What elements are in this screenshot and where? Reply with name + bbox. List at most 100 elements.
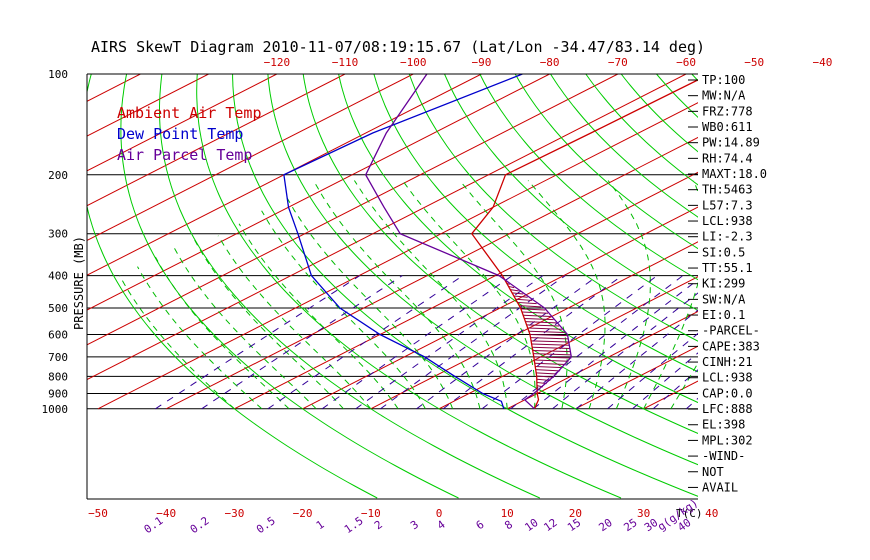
moist-adiabat-line	[670, 362, 698, 410]
moist-adiabat-line	[154, 256, 290, 410]
pressure-tick-label: 1000	[42, 403, 69, 416]
index-label: -WIND-	[702, 449, 745, 463]
index-label: LCL:938	[702, 371, 753, 385]
index-label: NOT	[702, 465, 724, 479]
mixing-ratio-tick-label: 40	[675, 516, 693, 534]
index-label: SW:N/A	[702, 292, 746, 306]
dry-adiabat-line	[585, 74, 698, 186]
index-label: EL:398	[702, 418, 745, 432]
cape-hatch-line	[530, 337, 569, 340]
cape-shading	[506, 282, 572, 391]
cape-hatch-line	[534, 362, 566, 365]
isotherm-line	[438, 276, 698, 410]
bottom-temp-tick-label: −10	[361, 507, 381, 520]
isotherm-line	[87, 74, 209, 137]
isotherm-line	[234, 171, 698, 410]
dry-adiabat-line	[514, 74, 698, 250]
y-axis-label: PRESSURE (MB)	[72, 236, 86, 330]
pressure-tick-label: 100	[48, 68, 68, 81]
isotherm-line	[165, 136, 698, 410]
cape-hatch-line	[531, 340, 569, 343]
mixing-ratio-tick-label: 0.5	[254, 514, 278, 536]
cape-hatch-line	[531, 343, 570, 346]
mixing-ratio-tick-label: 3	[408, 518, 421, 532]
index-label: SI:0.5	[702, 245, 745, 259]
cape-hatch-line	[513, 295, 528, 298]
bottom-temp-tick-label: −40	[156, 507, 176, 520]
mixing-ratio-tick-label: 6	[474, 518, 487, 532]
moist-adiabat-line	[191, 235, 344, 410]
dry-adiabat-line	[159, 74, 541, 499]
dry-adiabat-line	[550, 74, 698, 218]
mixing-ratio-line	[416, 275, 599, 410]
index-label: MPL:302	[702, 433, 753, 447]
cape-hatch-line	[523, 314, 551, 317]
index-label: TP:100	[702, 73, 745, 87]
mixing-ratio-tick-label: 15	[565, 516, 583, 534]
dry-adiabat-line	[196, 74, 622, 499]
cape-hatch-line	[527, 327, 562, 330]
mixing-ratio-tick-label: 12	[541, 516, 559, 534]
cape-hatch-line	[508, 285, 515, 289]
isotherm-line	[506, 310, 698, 410]
isotherm-line	[87, 74, 414, 241]
pressure-tick-label: 500	[48, 302, 68, 315]
mixing-ratio-tick-label: 1	[314, 518, 327, 532]
moist-adiabat-line	[137, 266, 263, 410]
top-temp-tick-label: −50	[744, 56, 764, 69]
isotherm-line	[87, 74, 482, 276]
moist-adiabat-line	[607, 180, 651, 409]
mixing-ratio-tick-label: 8	[502, 518, 515, 532]
isotherm-line	[0, 74, 4, 409]
moist-adiabat-line	[119, 275, 235, 410]
moist-adiabat-line	[459, 180, 568, 409]
mixing-ratio-line	[155, 275, 361, 410]
index-label: TH:5463	[702, 183, 753, 197]
pressure-tick-label: 900	[48, 387, 68, 400]
legend: Ambient Air Temp Dew Point Temp Air Parcel…	[117, 104, 262, 164]
bottom-temp-tick-label: 30	[637, 507, 650, 520]
isotherm-line	[780, 74, 870, 409]
cape-hatch-line	[512, 292, 524, 295]
chart-title: AIRS SkewT Diagram 2010-11-07/08:19:15.6…	[91, 38, 705, 56]
dry-adiabat-line	[267, 74, 698, 466]
pressure-tick-label: 600	[48, 329, 68, 342]
moist-adiabat-line	[353, 180, 508, 409]
mixing-ratio-tick-label: 10	[522, 516, 540, 534]
mixing-ratio-tick-label: 20	[596, 516, 614, 534]
moist-adiabat-line	[261, 210, 426, 410]
cape-hatch-line	[534, 359, 569, 362]
index-label: MW:N/A	[702, 89, 746, 103]
pressure-tick-label: 800	[48, 370, 68, 383]
cape-hatch-line	[528, 330, 565, 333]
mixing-ratio-line	[380, 275, 566, 410]
top-temp-tick-label: −60	[676, 56, 696, 69]
cape-hatch-line	[535, 369, 560, 372]
top-temp-tick-label: −110	[332, 56, 359, 69]
legend-label: Ambient Air Temp	[117, 104, 262, 122]
cape-hatch-line	[525, 321, 557, 324]
mixing-ratio-line	[201, 275, 403, 410]
dry-adiabat-line	[87, 74, 378, 499]
dry-adiabat-line	[302, 74, 698, 435]
mixing-ratio-line	[552, 292, 698, 410]
moist-adiabat-line	[402, 180, 536, 409]
cape-hatch-line	[522, 311, 549, 314]
profile-lines	[283, 74, 698, 410]
cape-hatch-line	[532, 349, 571, 353]
pressure-tick-label: 200	[48, 169, 68, 182]
profile-dew-point-line	[283, 74, 523, 409]
bottom-temp-tick-label: 40	[705, 507, 718, 520]
cape-hatch-line	[536, 372, 557, 375]
moist-adiabat-line	[238, 223, 399, 410]
dry-adiabat-line	[479, 74, 698, 281]
cape-hatch-line	[533, 356, 572, 359]
index-label: WB0:611	[702, 120, 753, 134]
index-label: TT:55.1	[702, 261, 753, 275]
index-label: CINH:21	[702, 355, 753, 369]
cape-hatch-line	[535, 365, 563, 369]
dry-adiabat-line	[763, 74, 870, 498]
bottom-temp-tick-label: 10	[501, 507, 514, 520]
isotherm-line	[87, 74, 346, 207]
